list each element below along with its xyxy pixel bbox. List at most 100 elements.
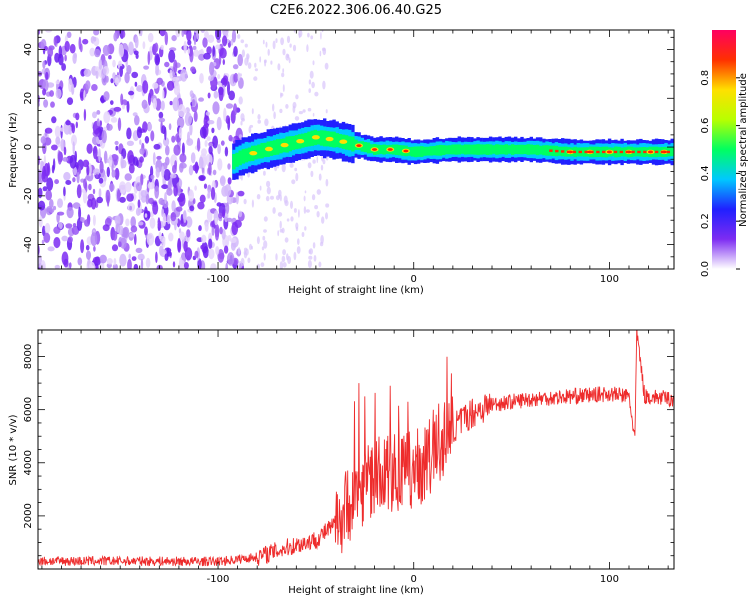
colorbar-label: Normalized spectral amplitude [738, 73, 749, 227]
noise-cell [92, 145, 98, 160]
noise-cell [290, 200, 293, 209]
band-peak [280, 142, 289, 148]
noise-cell [83, 108, 87, 121]
noise-cell [147, 182, 155, 190]
noise-cell [45, 71, 49, 80]
noise-cell [136, 126, 142, 139]
colorbar-tick-label: 0.4 [700, 165, 711, 181]
noise-cell [319, 50, 322, 57]
noise-cell [312, 60, 315, 66]
noise-cell [310, 35, 314, 40]
noise-cell [99, 120, 103, 127]
noise-cell [325, 178, 329, 187]
noise-cell [222, 59, 225, 65]
noise-cell [222, 35, 228, 47]
noise-cell [219, 47, 227, 59]
noise-cell [233, 46, 238, 57]
noise-cell [240, 39, 245, 44]
noise-cell [249, 124, 254, 128]
band-cell [542, 145, 546, 156]
noise-cell [210, 80, 217, 90]
noise-cell [219, 175, 226, 187]
noise-cell [152, 82, 159, 89]
noise-cell [112, 72, 116, 80]
noise-cell [126, 127, 132, 140]
noise-cell [217, 144, 221, 155]
noise-cell [72, 141, 75, 155]
noise-cell [135, 247, 143, 254]
noise-cell [308, 255, 313, 260]
noise-cell [62, 157, 69, 162]
noise-cell [38, 155, 41, 166]
noise-cell [49, 208, 55, 214]
noise-cell [183, 210, 187, 223]
noise-cell [166, 214, 171, 225]
band-cell [241, 149, 245, 164]
noise-cell [142, 80, 149, 94]
noise-cell [192, 45, 197, 51]
noise-cell [205, 111, 210, 116]
band-cell [476, 144, 480, 155]
noise-cell [178, 179, 183, 187]
noise-cell [196, 137, 201, 152]
noise-cell [126, 193, 134, 202]
band-peak-core [631, 150, 635, 154]
noise-cell [76, 184, 82, 199]
noise-cell [58, 53, 64, 66]
noise-cell [279, 108, 283, 114]
noise-cell [40, 136, 46, 144]
noise-cell [257, 263, 260, 269]
noise-cell [210, 263, 217, 269]
noise-cell [71, 134, 77, 147]
noise-cell [44, 163, 50, 177]
noise-cell [263, 216, 268, 222]
noise-cell [171, 35, 177, 42]
noise-cell [139, 148, 145, 155]
noise-cell [294, 116, 300, 121]
noise-cell [211, 226, 215, 236]
band-peak [249, 150, 258, 156]
noise-cell [239, 73, 242, 77]
noise-cell [166, 187, 173, 196]
band-peak-core [578, 150, 582, 154]
noise-cell [42, 88, 47, 96]
noise-cell [241, 117, 246, 122]
noise-cell [137, 221, 144, 226]
noise-cell [147, 51, 151, 66]
noise-cell [159, 30, 166, 37]
noise-cell [247, 257, 251, 264]
noise-cell [179, 162, 184, 173]
noise-cell [237, 247, 241, 255]
noise-cell [208, 146, 213, 155]
noise-cell [51, 144, 58, 151]
noise-cell [42, 186, 48, 192]
noise-cell [134, 81, 138, 87]
noise-cell [172, 164, 177, 174]
noise-cell [202, 246, 209, 259]
noise-cell [82, 38, 89, 45]
noise-cell [325, 109, 328, 114]
noise-cell [96, 118, 100, 127]
noise-cell [86, 250, 91, 260]
noise-cell [72, 53, 77, 64]
noise-cell [161, 165, 165, 178]
band-cell [535, 144, 540, 156]
band-peak-core [371, 148, 378, 151]
noise-cell [163, 137, 170, 147]
noise-cell [225, 262, 228, 269]
snr-x-tick-label: 100 [600, 574, 619, 585]
noise-cell [114, 167, 120, 180]
noise-cell [102, 44, 110, 56]
noise-cell [178, 193, 186, 207]
noise-cell [212, 101, 220, 115]
noise-cell [237, 34, 241, 39]
noise-cell [51, 164, 55, 174]
colorbar-gradient [712, 30, 736, 269]
noise-cell [228, 134, 233, 142]
noise-cell [277, 230, 280, 237]
noise-cell [228, 90, 235, 101]
noise-cell [307, 162, 312, 169]
noise-cell [171, 135, 176, 143]
noise-cell [69, 262, 72, 269]
noise-cell [159, 235, 166, 243]
